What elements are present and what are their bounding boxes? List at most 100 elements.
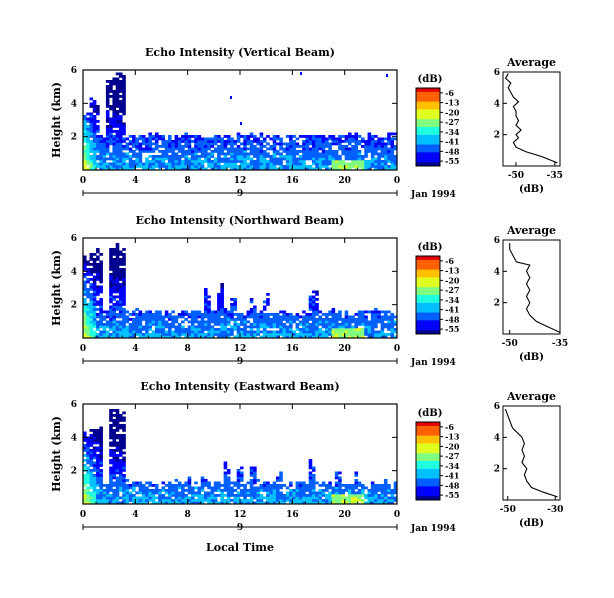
heatmap-cell [295,484,300,487]
heatmap-cell [174,489,179,492]
heatmap-cell [99,464,103,467]
heatmap-cell [109,499,113,502]
heatmap-cell [338,481,342,485]
heatmap-cell [184,152,188,156]
heatmap-cell [128,484,133,487]
heatmap-cell [351,320,355,324]
heatmap-cell [105,90,110,93]
colorbar-band [416,320,440,323]
heatmap-cell [236,481,241,485]
heatmap-cell [89,323,94,326]
heatmap-cell [161,320,166,324]
heatmap-cell [171,486,175,490]
heatmap-cell [308,459,313,462]
heatmap-cell [240,476,244,480]
heatmap-cell [207,481,211,485]
heatmap-cell [230,96,232,99]
heatmap-cell [109,87,113,91]
heatmap-cell [357,320,362,324]
heatmap-cell [83,258,87,261]
heatmap-cell [109,429,113,432]
heatmap-cell [181,313,185,316]
heatmap-cell [236,491,241,495]
heatmap-cell [341,499,345,502]
heatmap-cell [325,150,329,153]
heatmap-cell [83,290,87,294]
heatmap-cell [128,499,133,502]
heatmap-cell [374,145,378,148]
heatmap-cell [83,330,87,334]
heatmap-cell [347,142,352,146]
heatmap-cell [226,152,231,156]
heatmap-cell [92,263,97,266]
heatmap-cell [145,499,149,502]
heatmap-cell [289,167,293,171]
heatmap-cell [390,157,395,161]
heatmap-cell [341,165,345,168]
heatmap-cells [83,243,398,339]
heatmap-cell [370,140,375,143]
colorbar-tick-label: -6 [445,256,454,266]
heatmap-cell [217,167,221,171]
heatmap-cell [197,140,202,143]
colorbar-band [416,275,440,278]
colorbar-band [416,443,440,446]
heatmap-cell [184,494,188,497]
colorbar-band [416,486,440,489]
heatmap-cell [259,310,264,314]
heatmap-cell [305,318,309,321]
heatmap-cell [341,484,345,487]
heatmap-cell [151,496,156,500]
profile-title: Average [506,390,556,403]
heatmap-cell [177,325,182,329]
heatmap-cell [122,489,126,492]
heatmap-cell [109,273,113,276]
heatmap-cell [122,155,126,158]
y-axis-label: Height (km) [50,416,63,492]
heatmap-cell [308,313,313,316]
heatmap-cell [233,335,238,339]
heatmap-cell [226,140,231,143]
heatmap-cell [351,315,355,319]
heatmap-cell [83,280,87,284]
heatmap-cell [279,471,283,475]
heatmap-cell [115,280,120,284]
heatmap-cell [325,320,329,324]
colorbar-band [416,468,440,472]
heatmap-cell [318,491,323,495]
heatmap-cell [226,494,231,497]
heatmap-cell [128,135,133,138]
heatmap-cell [210,330,215,334]
heatmap-cell [86,469,90,472]
heatmap-cell [83,265,87,269]
heatmap-cell [99,275,103,279]
heatmap-cell [223,471,228,475]
heatmap-cell [334,140,339,143]
heatmap-cell [122,333,126,336]
heatmap-cell [311,499,316,502]
heatmap-cell [266,135,270,138]
heatmap-cell [194,140,198,143]
heatmap-cell [135,328,139,331]
heatmap-cell [109,253,113,256]
heatmap-cell [187,484,192,487]
heatmap-cell [308,140,313,143]
heatmap-cell [145,323,149,326]
heatmap-cell [387,147,391,151]
heatmap-cell [86,152,90,156]
heatmap-cell [246,499,251,502]
heatmap-cell [311,137,316,141]
heatmap-cell [122,320,126,324]
heatmap-cell [92,446,97,450]
heatmap-cell [151,315,156,319]
heatmap-cell [122,85,126,88]
heatmap-cell [328,328,332,331]
heatmap-cell [246,501,251,505]
heatmap-cell [334,318,339,321]
heatmap-cell [246,157,251,161]
heatmap-cell [220,283,224,286]
heatmap-cell [390,496,395,500]
heatmap-cell [311,310,316,314]
heatmap-cell [177,145,182,148]
heatmap-cell [122,122,126,126]
